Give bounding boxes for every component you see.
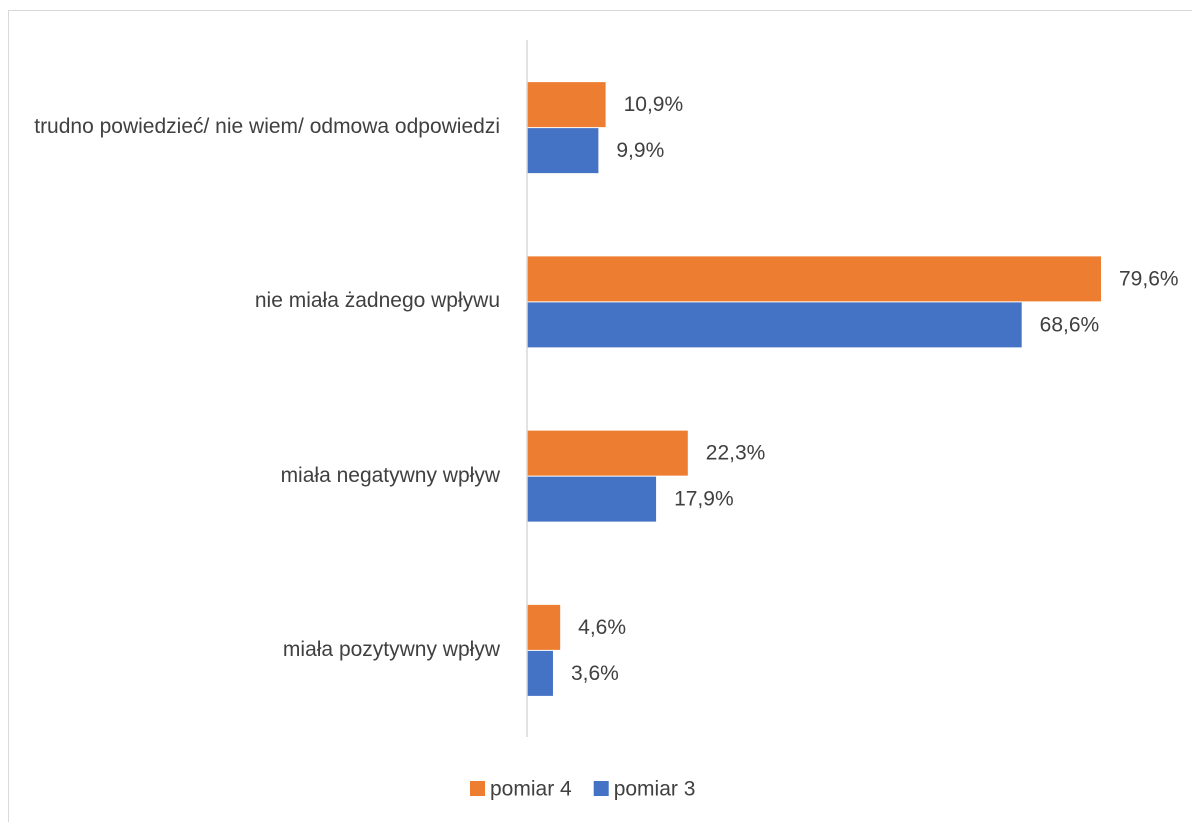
value-label: 68,6% <box>1040 313 1100 336</box>
bar <box>527 302 1022 348</box>
value-label: 4,6% <box>578 616 626 639</box>
value-label: 10,9% <box>624 93 684 116</box>
category-label: trudno powiedzieć/ nie wiem/ odmowa odpo… <box>34 115 500 139</box>
category-label: nie miała żadnego wpływu <box>254 289 500 313</box>
bar <box>527 650 553 696</box>
bar <box>527 430 688 476</box>
chart-frame <box>8 10 1192 822</box>
value-label: 3,6% <box>571 662 619 685</box>
category-label: miała pozytywny wpływ <box>282 637 500 661</box>
bar <box>527 604 561 650</box>
bar <box>527 82 606 128</box>
legend-label: pomiar 4 <box>490 778 572 801</box>
bar <box>527 128 599 174</box>
legend-label: pomiar 3 <box>614 778 696 801</box>
legend-swatch <box>593 781 609 796</box>
category-label: miała negatywny wpływ <box>280 463 500 487</box>
value-label: 9,9% <box>616 139 664 162</box>
legend-swatch <box>470 781 485 796</box>
value-label: 22,3% <box>706 442 766 465</box>
value-label: 79,6% <box>1119 267 1179 290</box>
value-label: 17,9% <box>674 488 734 511</box>
bar <box>527 256 1102 302</box>
bar <box>527 476 657 522</box>
